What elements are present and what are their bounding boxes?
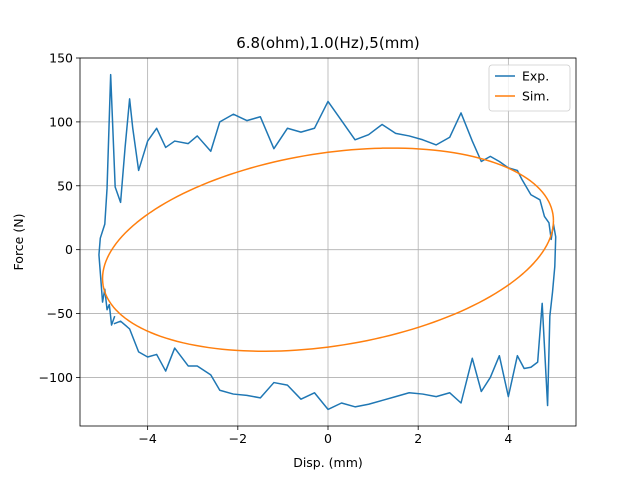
grid — [80, 57, 576, 426]
x-tick-label: −2 — [229, 431, 247, 446]
legend-label: Sim. — [522, 89, 550, 104]
series-line-exp — [98, 73, 557, 411]
x-tick-label: 4 — [504, 431, 512, 446]
y-tick-label: 50 — [57, 178, 73, 193]
y-tick-label: 150 — [49, 51, 73, 66]
y-tick-label: 100 — [49, 114, 73, 129]
chart-title: 6.8(ohm),1.0(Hz),5(mm) — [236, 34, 420, 52]
x-tick-label: 2 — [414, 431, 422, 446]
legend: Exp. Sim. — [488, 64, 571, 112]
x-axis-label: Disp. (mm) — [293, 455, 363, 470]
y-tick-label: −50 — [47, 306, 73, 321]
ticks: −4 −2 0 2 4 −100 −50 0 50 100 150 — [39, 51, 513, 447]
x-tick-label: −4 — [138, 431, 156, 446]
y-axis-label: Force (N) — [11, 214, 26, 271]
series-line-sim — [101, 147, 555, 352]
y-tick-label: 0 — [65, 242, 73, 257]
series-layer — [98, 73, 557, 411]
legend-label: Exp. — [522, 69, 549, 84]
x-tick-label: 0 — [324, 431, 332, 446]
y-tick-label: −100 — [39, 370, 73, 385]
